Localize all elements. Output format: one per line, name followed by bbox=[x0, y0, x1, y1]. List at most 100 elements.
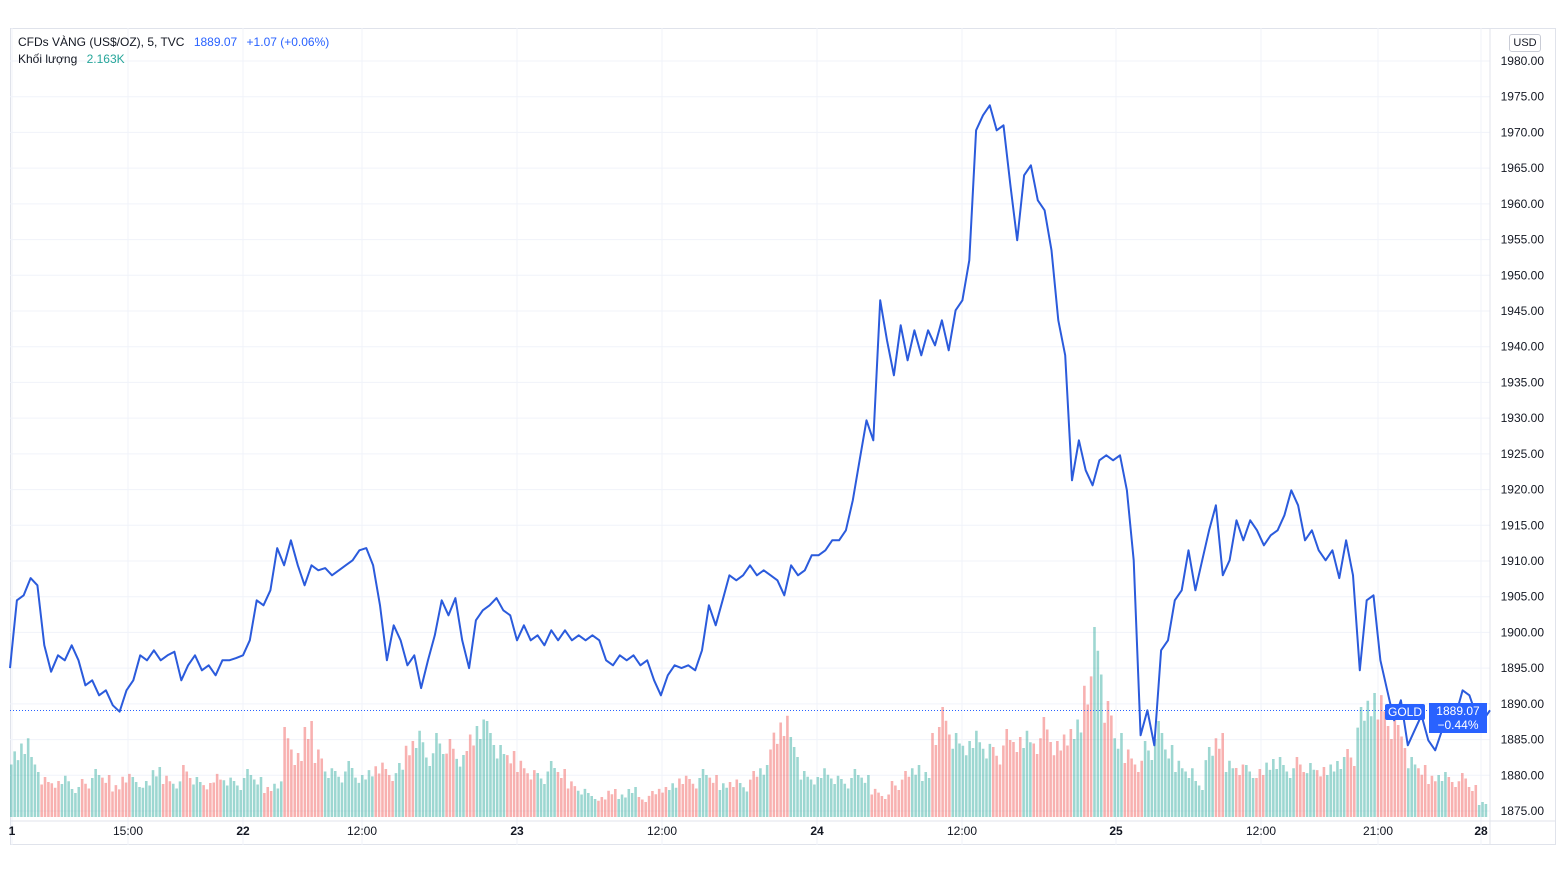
volume-bar bbox=[1278, 757, 1282, 817]
currency-button[interactable]: USD bbox=[1509, 34, 1541, 52]
volume-bar bbox=[1309, 763, 1312, 817]
volume-bar bbox=[998, 764, 1002, 817]
volume-bar bbox=[1005, 729, 1009, 817]
volume-bar bbox=[914, 774, 917, 817]
volume-bar bbox=[165, 775, 168, 817]
volume-bar bbox=[846, 788, 850, 817]
volume-bar bbox=[209, 783, 212, 817]
volume-bar bbox=[681, 784, 685, 817]
volume-bar bbox=[1258, 769, 1262, 817]
volume-bar bbox=[360, 775, 364, 817]
y-tick-label: 1910.00 bbox=[1501, 554, 1545, 568]
volume-bar bbox=[80, 779, 84, 817]
volume-bar bbox=[735, 779, 739, 817]
volume-bar bbox=[1221, 733, 1224, 817]
volume-bar bbox=[553, 768, 556, 817]
volume-bar bbox=[1386, 726, 1390, 817]
volume-bar bbox=[1008, 740, 1012, 817]
volume-bar bbox=[468, 734, 472, 817]
volume-bar bbox=[1457, 781, 1461, 817]
volume-bar bbox=[1052, 755, 1056, 817]
volume-bar bbox=[161, 784, 165, 817]
volume-bar bbox=[293, 765, 297, 817]
volume-bar bbox=[802, 771, 806, 817]
volume-bar bbox=[269, 791, 273, 817]
volume-bar bbox=[1265, 762, 1268, 817]
volume-bar bbox=[695, 788, 698, 817]
volume-bar bbox=[347, 761, 351, 817]
volume-bar bbox=[67, 781, 70, 817]
y-tick-label: 1975.00 bbox=[1501, 90, 1545, 104]
volume-bar bbox=[1423, 765, 1427, 817]
volume-bar bbox=[671, 783, 674, 817]
volume-bar bbox=[114, 785, 118, 817]
current-price-tag: 1889.07 −0.44% bbox=[1429, 703, 1487, 733]
volume-bar bbox=[880, 796, 884, 817]
volume-bar bbox=[273, 783, 276, 817]
volume-bars bbox=[10, 627, 1488, 817]
volume-bar bbox=[742, 787, 745, 817]
volume-bar bbox=[627, 789, 631, 817]
volume-bar bbox=[1380, 695, 1383, 817]
volume-bar bbox=[1167, 758, 1171, 817]
volume-bar bbox=[1241, 764, 1245, 817]
volume-bar bbox=[840, 779, 843, 817]
volume-bar bbox=[1224, 772, 1228, 817]
volume-bar bbox=[1251, 778, 1255, 817]
volume-bar bbox=[340, 782, 344, 817]
volume-bar bbox=[715, 775, 718, 817]
volume-bar bbox=[1079, 732, 1083, 817]
volume-bar bbox=[590, 796, 593, 817]
volume-bar bbox=[910, 768, 914, 817]
y-tick-label: 1955.00 bbox=[1501, 233, 1545, 247]
volume-bar bbox=[1032, 743, 1036, 817]
volume-bar bbox=[1481, 802, 1484, 817]
volume-bar bbox=[455, 758, 458, 817]
volume-bar bbox=[1211, 755, 1214, 817]
volume-bar bbox=[941, 707, 944, 817]
volume-bar bbox=[988, 743, 992, 817]
volume-bar bbox=[1197, 785, 1201, 817]
volume-bar bbox=[792, 747, 796, 817]
volume-bar bbox=[647, 795, 651, 817]
volume-bar bbox=[185, 771, 189, 817]
volume-bar bbox=[1282, 765, 1285, 817]
y-tick-label: 1930.00 bbox=[1501, 411, 1545, 425]
volume-bar bbox=[1123, 763, 1127, 817]
volume-bar bbox=[1056, 741, 1059, 817]
volume-bar bbox=[13, 751, 16, 817]
volume-bar bbox=[222, 780, 226, 817]
volume-bar bbox=[549, 761, 553, 817]
volume-bar bbox=[10, 764, 13, 817]
volume-bar bbox=[337, 776, 340, 817]
volume-bar bbox=[1437, 775, 1440, 817]
volume-bar bbox=[1366, 700, 1370, 817]
volume-bar bbox=[90, 778, 94, 817]
volume-bar bbox=[57, 781, 60, 817]
volume-bar bbox=[158, 767, 162, 817]
volume-bar bbox=[900, 779, 904, 817]
volume-bar bbox=[391, 781, 394, 817]
volume-bar bbox=[60, 784, 64, 817]
volume-bar bbox=[475, 726, 479, 817]
volume-bar bbox=[1413, 764, 1417, 817]
volume-bar bbox=[526, 773, 529, 817]
volume-bar bbox=[978, 742, 982, 817]
volume-bar bbox=[1484, 804, 1488, 817]
volume-bar bbox=[121, 776, 124, 817]
volume-bar bbox=[833, 784, 836, 817]
volume-bar bbox=[1174, 772, 1177, 817]
volume-bar bbox=[266, 787, 270, 817]
volume-bar bbox=[239, 790, 243, 817]
volume-bar bbox=[772, 732, 776, 817]
y-tick-label: 1895.00 bbox=[1501, 661, 1545, 675]
volume-bar bbox=[502, 754, 506, 817]
volume-bar bbox=[985, 758, 988, 817]
volume-bar bbox=[482, 719, 485, 817]
volume-bar bbox=[148, 785, 151, 817]
volume-label: Khối lượng bbox=[18, 52, 78, 66]
volume-bar bbox=[1430, 775, 1434, 817]
volume-bar bbox=[134, 782, 138, 817]
volume-bar bbox=[320, 758, 324, 817]
